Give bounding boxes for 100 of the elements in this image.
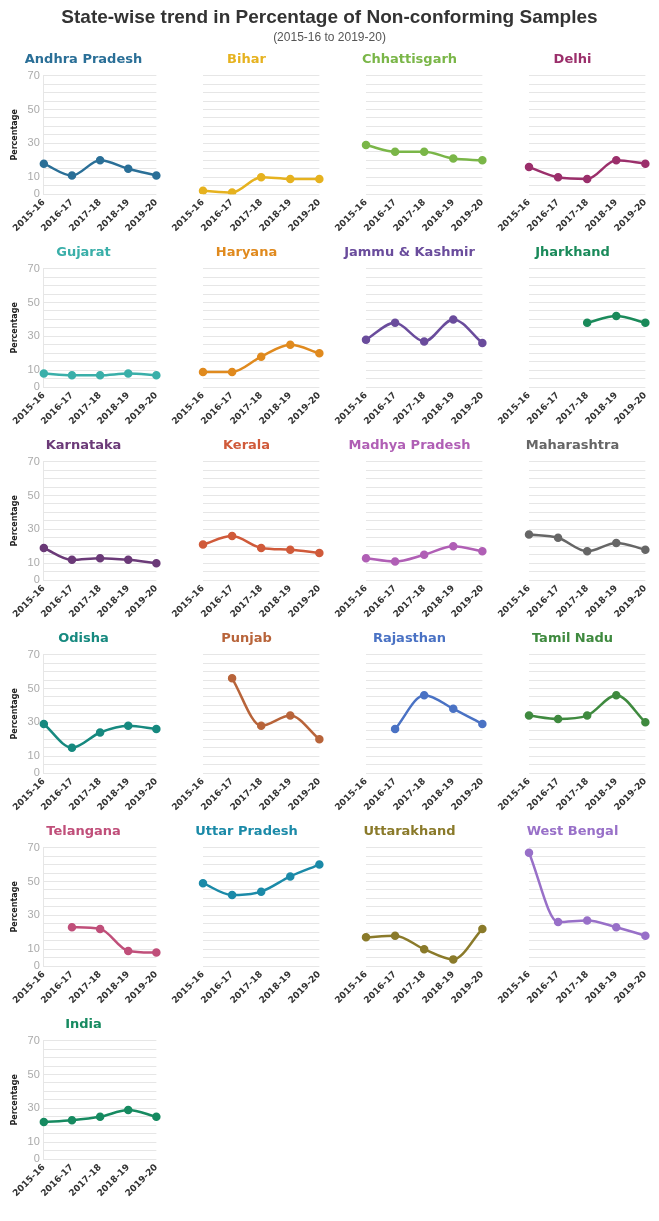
y-tick-label: 50 bbox=[27, 488, 40, 501]
y-tick-label: 50 bbox=[27, 874, 40, 887]
point bbox=[123, 721, 133, 730]
point bbox=[315, 860, 324, 869]
point bbox=[612, 691, 621, 700]
point bbox=[524, 848, 534, 857]
y-tick-label: 0 bbox=[33, 573, 40, 586]
y-axis-title: Percentage bbox=[9, 494, 19, 547]
point bbox=[553, 917, 563, 927]
point bbox=[286, 174, 295, 184]
point bbox=[449, 955, 458, 964]
y-axis-title: Percentage bbox=[9, 1073, 19, 1126]
point bbox=[152, 558, 161, 568]
y-axis-title: Percentage bbox=[9, 108, 19, 161]
point bbox=[256, 721, 266, 730]
chart-title: Madhya Pradesh bbox=[348, 437, 471, 453]
point bbox=[67, 922, 77, 932]
chart-title: India bbox=[65, 1016, 102, 1032]
y-tick-label: 0 bbox=[33, 959, 40, 972]
point bbox=[478, 547, 487, 556]
point bbox=[390, 931, 400, 940]
point bbox=[419, 691, 429, 700]
point bbox=[449, 315, 458, 324]
y-tick-label: 70 bbox=[27, 261, 40, 274]
point bbox=[286, 872, 295, 881]
chart-title: Odisha bbox=[58, 630, 109, 646]
point bbox=[152, 948, 161, 957]
point bbox=[582, 711, 592, 720]
point bbox=[478, 338, 487, 348]
point bbox=[152, 724, 161, 734]
point bbox=[390, 557, 400, 566]
point bbox=[39, 719, 49, 729]
chart-title: Uttar Pradesh bbox=[195, 823, 298, 839]
y-tick-label: 50 bbox=[27, 681, 40, 694]
point bbox=[390, 724, 400, 734]
point bbox=[641, 718, 650, 727]
point bbox=[123, 555, 133, 565]
y-tick-label: 0 bbox=[33, 1152, 40, 1165]
point bbox=[390, 318, 400, 328]
point bbox=[361, 140, 371, 150]
point bbox=[95, 1112, 105, 1122]
point bbox=[641, 545, 650, 554]
point bbox=[198, 367, 208, 377]
y-tick-label: 50 bbox=[27, 295, 40, 308]
y-tick-label: 50 bbox=[27, 102, 40, 115]
point bbox=[198, 540, 208, 549]
chart-title: Telangana bbox=[46, 823, 121, 839]
y-tick-label: 30 bbox=[27, 329, 40, 342]
y-tick-label: 10 bbox=[27, 1135, 40, 1148]
point bbox=[582, 547, 592, 556]
point bbox=[419, 550, 429, 559]
chart-title: Andhra Pradesh bbox=[24, 51, 143, 67]
point bbox=[612, 538, 621, 548]
point bbox=[361, 933, 371, 942]
point bbox=[315, 174, 324, 184]
y-tick-label: 70 bbox=[27, 68, 40, 81]
point bbox=[582, 916, 592, 925]
point bbox=[227, 674, 237, 683]
y-tick-label: 70 bbox=[27, 840, 40, 853]
point bbox=[524, 711, 534, 720]
point bbox=[478, 924, 487, 934]
y-tick-label: 50 bbox=[27, 1067, 40, 1080]
point bbox=[256, 172, 266, 182]
point bbox=[39, 1117, 49, 1127]
point bbox=[524, 162, 534, 172]
chart-title: Chhattisgarh bbox=[361, 51, 458, 67]
point bbox=[361, 553, 371, 563]
point bbox=[449, 704, 458, 714]
point bbox=[641, 159, 650, 168]
y-tick-label: 0 bbox=[33, 187, 40, 200]
point bbox=[553, 714, 563, 724]
point bbox=[582, 174, 592, 184]
point bbox=[67, 555, 77, 565]
point bbox=[39, 543, 49, 553]
y-axis-title: Percentage bbox=[9, 880, 19, 933]
point bbox=[315, 735, 324, 744]
text: State-wise trend in Percentage of Non-conforming Samples bbox=[60, 6, 599, 28]
point bbox=[227, 890, 237, 900]
chart-title: Tamil Nadu bbox=[531, 630, 614, 646]
point bbox=[612, 922, 621, 932]
y-tick-label: 10 bbox=[27, 749, 40, 762]
point bbox=[95, 156, 105, 165]
y-tick-label: 70 bbox=[27, 454, 40, 467]
point bbox=[123, 164, 133, 173]
point bbox=[67, 171, 77, 180]
point bbox=[227, 367, 237, 377]
point bbox=[227, 188, 237, 195]
chart-title: Haryana bbox=[215, 244, 278, 260]
point bbox=[419, 337, 429, 346]
point bbox=[315, 548, 324, 558]
point bbox=[553, 533, 563, 543]
chart-title: Karnataka bbox=[45, 437, 122, 453]
y-tick-label: 0 bbox=[33, 380, 40, 393]
point bbox=[524, 530, 534, 539]
point bbox=[286, 340, 295, 350]
chart-title: Rajasthan bbox=[372, 630, 447, 646]
y-tick-label: 30 bbox=[27, 1101, 40, 1114]
chart-title: Punjab bbox=[221, 630, 272, 646]
point bbox=[449, 542, 458, 551]
y-tick-label: 70 bbox=[27, 647, 40, 660]
